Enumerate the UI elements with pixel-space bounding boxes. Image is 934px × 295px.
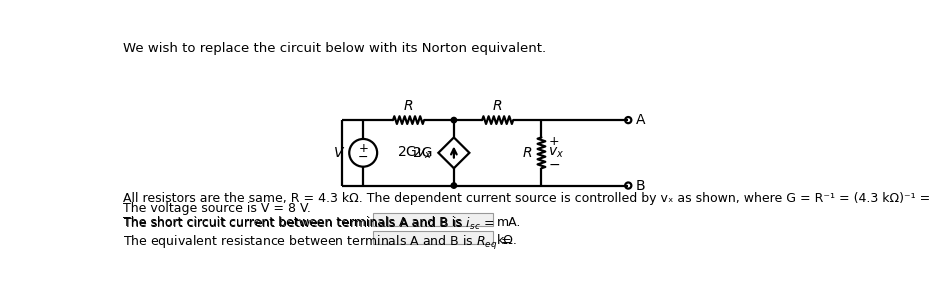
Text: We wish to replace the circuit below with its Norton equivalent.: We wish to replace the circuit below wit… bbox=[123, 42, 546, 55]
Text: R: R bbox=[522, 146, 532, 160]
Text: V: V bbox=[334, 146, 344, 160]
Text: −: − bbox=[548, 158, 560, 172]
Polygon shape bbox=[438, 137, 470, 168]
Text: All resistors are the same, R = 4.3 kΩ. The dependent current source is controll: All resistors are the same, R = 4.3 kΩ. … bbox=[123, 192, 934, 206]
Text: The voltage source is V = 8 V.: The voltage source is V = 8 V. bbox=[123, 202, 311, 215]
FancyBboxPatch shape bbox=[373, 231, 492, 244]
Circle shape bbox=[451, 117, 457, 123]
Text: kΩ.: kΩ. bbox=[497, 234, 517, 247]
Text: A: A bbox=[636, 113, 645, 127]
Text: R: R bbox=[403, 99, 414, 113]
Text: +: + bbox=[548, 135, 559, 148]
Text: 2G: 2G bbox=[413, 146, 432, 160]
Text: $v_x$: $v_x$ bbox=[548, 146, 564, 160]
Text: mA.: mA. bbox=[497, 216, 521, 229]
Text: The equivalent resistance between terminals A and B is $R_{eq}$ =: The equivalent resistance between termin… bbox=[123, 234, 513, 252]
Text: 2G$v_x$: 2G$v_x$ bbox=[397, 145, 432, 161]
Text: R: R bbox=[493, 99, 502, 113]
Circle shape bbox=[451, 183, 457, 188]
FancyBboxPatch shape bbox=[373, 213, 492, 226]
Text: −: − bbox=[358, 151, 368, 164]
Text: B: B bbox=[636, 178, 645, 193]
Text: +: + bbox=[359, 142, 368, 155]
Text: The short circuit current between terminals A and B is $i_{sc}$ =: The short circuit current between termin… bbox=[123, 216, 496, 232]
Text: The short circuit current between terminals A and B is: The short circuit current between termin… bbox=[123, 216, 466, 229]
